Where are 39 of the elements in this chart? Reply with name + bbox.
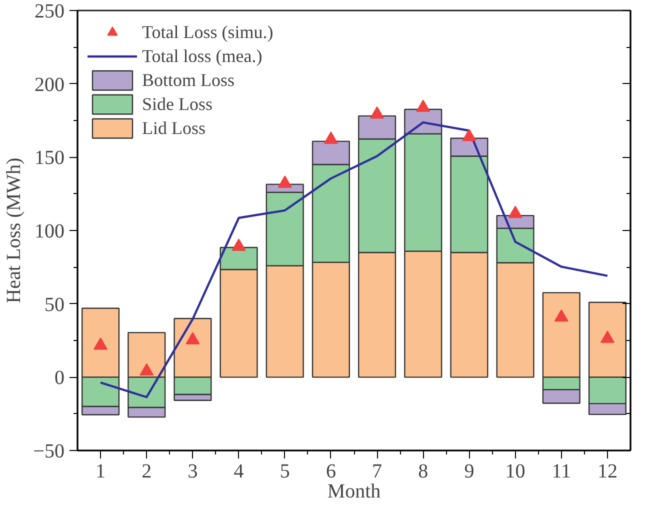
point [508, 206, 522, 218]
legend-label: Lid Loss [142, 117, 206, 139]
x-tick-label: 6 [326, 460, 336, 482]
x-tick-label: 10 [505, 460, 526, 482]
x-tick-label: 1 [96, 460, 106, 482]
x-tick-label: 4 [234, 460, 244, 482]
point [232, 238, 246, 251]
x-tick-label: 7 [372, 460, 382, 482]
x-tick-label: 9 [464, 460, 474, 482]
legend-label: Total Loss (simu.) [142, 21, 274, 43]
point [554, 309, 568, 322]
legend-label: Total loss (mea.) [142, 45, 262, 67]
point [416, 100, 430, 112]
point [278, 176, 292, 188]
x-tick-label: 12 [597, 460, 618, 482]
y-tick-label: 200 [34, 74, 64, 96]
y-axis-title: Heat Loss (MWh) [3, 158, 26, 304]
legend-label: Bottom Loss [142, 69, 235, 91]
point [140, 363, 154, 376]
point [600, 330, 614, 343]
y-tick-label: 250 [34, 0, 64, 22]
x-tick-label: 5 [280, 460, 290, 482]
line-series [99, 121, 609, 398]
point [324, 132, 338, 144]
x-tick-label: 11 [552, 460, 572, 482]
x-tick-label: 8 [418, 460, 428, 482]
point [370, 106, 384, 119]
y-tick-label: 50 [44, 294, 64, 316]
x-axis-title: Month [327, 480, 381, 502]
x-tick-label: 2 [142, 460, 152, 482]
point [94, 337, 108, 350]
legend-label: Side Loss [142, 93, 213, 115]
y-tick-label: 100 [34, 220, 64, 242]
y-tick-label: 0 [54, 367, 64, 390]
x-tick-label: 3 [188, 460, 198, 482]
y-tick-label: −50 [33, 440, 64, 462]
y-tick-label: 150 [34, 147, 64, 170]
point [462, 128, 476, 142]
point [186, 332, 200, 344]
